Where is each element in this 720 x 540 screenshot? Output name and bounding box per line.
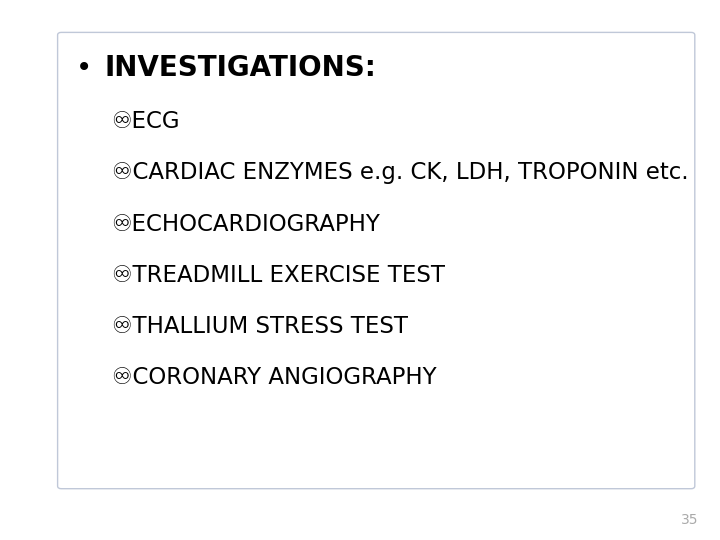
Text: ♾CORONARY ANGIOGRAPHY: ♾CORONARY ANGIOGRAPHY [112,367,436,389]
Text: ♾CARDIAC ENZYMES e.g. CK, LDH, TROPONIN etc.: ♾CARDIAC ENZYMES e.g. CK, LDH, TROPONIN … [112,161,688,184]
Text: ♾ECG: ♾ECG [112,110,180,133]
Text: INVESTIGATIONS:: INVESTIGATIONS: [104,53,377,82]
Text: ♾ECHOCARDIOGRAPHY: ♾ECHOCARDIOGRAPHY [112,213,380,235]
Text: ♾TREADMILL EXERCISE TEST: ♾TREADMILL EXERCISE TEST [112,264,445,287]
FancyBboxPatch shape [58,32,695,489]
Text: ♾THALLIUM STRESS TEST: ♾THALLIUM STRESS TEST [112,315,408,338]
Text: •: • [76,53,92,82]
Text: 35: 35 [681,512,698,526]
